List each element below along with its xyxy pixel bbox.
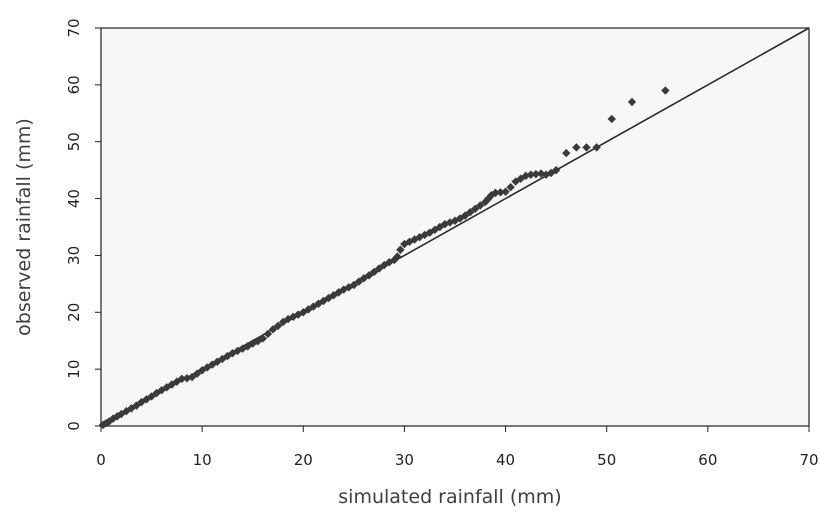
y-tick-label: 40 [65, 189, 83, 208]
y-tick-label: 30 [65, 246, 83, 265]
y-tick-label: 70 [65, 18, 83, 37]
data-point [172, 377, 182, 386]
x-tick-label: 70 [799, 451, 818, 469]
data-point [147, 392, 156, 401]
data-points [98, 86, 670, 430]
y-tick-label: 20 [65, 303, 83, 322]
y-tick-label: 10 [65, 360, 83, 379]
data-point [491, 188, 500, 198]
data-point [465, 208, 475, 217]
y-axis-title: observed rainfall (mm) [13, 118, 35, 336]
data-point [187, 372, 197, 382]
x-tick-label: 10 [193, 451, 212, 469]
data-point [263, 329, 273, 339]
y-tick-label: 0 [65, 421, 83, 431]
data-point [228, 349, 237, 358]
x-tick-label: 50 [597, 451, 616, 469]
data-point [511, 177, 520, 186]
data-point [607, 114, 616, 124]
data-point [369, 267, 379, 277]
data-point [521, 171, 530, 181]
data-point [218, 354, 227, 364]
data-point [349, 280, 359, 290]
data-point [258, 334, 268, 343]
data-point [501, 187, 510, 196]
y-tick-label: 50 [65, 132, 83, 151]
data-point [117, 409, 126, 419]
data-point [496, 188, 505, 197]
data-point [572, 143, 581, 152]
data-point [112, 412, 122, 421]
data-point [546, 168, 556, 178]
data-point [396, 245, 405, 254]
data-point [273, 321, 283, 331]
data-point [582, 143, 591, 152]
x-tick-label: 20 [294, 451, 313, 469]
data-point [197, 366, 207, 375]
data-point [516, 174, 525, 183]
data-point [268, 325, 278, 334]
data-point [661, 86, 670, 95]
y-tick-label: 60 [65, 75, 83, 94]
data-point [476, 201, 485, 210]
data-point [526, 170, 536, 179]
data-point [152, 388, 161, 398]
x-axis-ticks: 0 10 20 30 40 50 60 70 [96, 426, 819, 469]
data-point [506, 183, 515, 192]
data-point [177, 374, 187, 384]
data-point [208, 360, 217, 369]
x-axis-title: simulated rainfall (mm) [338, 486, 561, 508]
data-point [551, 165, 561, 175]
y-axis-ticks: 0 10 20 30 40 50 60 70 [65, 18, 101, 431]
data-point [393, 252, 402, 261]
data-point [192, 369, 202, 378]
x-tick-label: 0 [96, 451, 106, 469]
x-tick-label: 40 [496, 451, 515, 469]
data-point [562, 148, 571, 158]
data-point [132, 401, 141, 410]
data-point [531, 169, 541, 179]
x-tick-label: 30 [395, 451, 414, 469]
data-point [374, 264, 384, 273]
data-point [364, 271, 374, 280]
data-point [410, 235, 419, 244]
x-tick-label: 60 [698, 451, 717, 469]
data-point [592, 143, 601, 152]
data-point [471, 204, 480, 214]
data-point [460, 211, 470, 220]
data-point [354, 277, 364, 286]
data-point [627, 97, 637, 107]
